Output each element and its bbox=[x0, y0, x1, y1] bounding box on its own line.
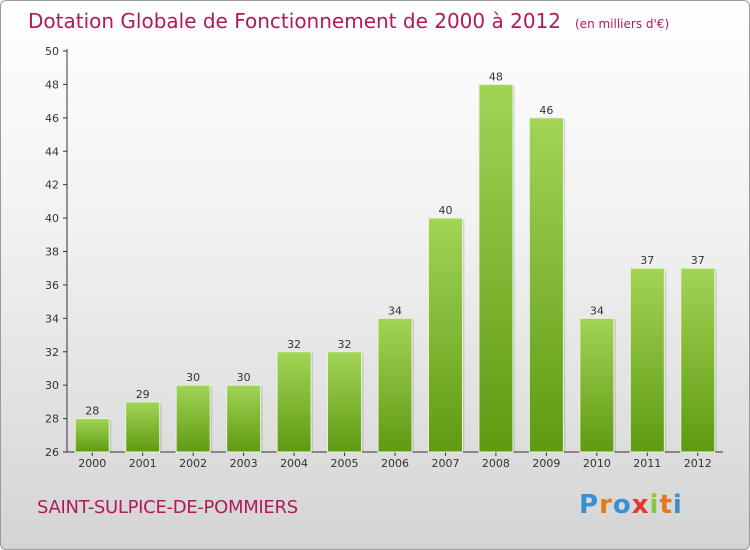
bar bbox=[327, 351, 363, 453]
axes: 26 28 30 32 34 36 38 40 42 44 46 48 50 2000 2001 2002 20… bbox=[45, 45, 723, 470]
data-label: 30 bbox=[237, 371, 251, 384]
data-label: 48 bbox=[489, 70, 503, 83]
bars bbox=[74, 83, 717, 453]
x-tick-label: 2010 bbox=[583, 457, 611, 470]
logo-letter: i bbox=[649, 490, 660, 520]
data-label: 34 bbox=[590, 304, 604, 317]
y-tick-label: 38 bbox=[45, 246, 59, 259]
y-tick-label: 28 bbox=[45, 413, 59, 426]
x-tick-label: 2002 bbox=[179, 457, 207, 470]
data-label: 32 bbox=[338, 338, 352, 351]
bar bbox=[528, 117, 564, 453]
bar bbox=[478, 83, 514, 453]
data-label: 40 bbox=[438, 204, 452, 217]
x-tick-label: 2005 bbox=[331, 457, 359, 470]
bar bbox=[125, 401, 161, 453]
x-tick-label: 2007 bbox=[431, 457, 459, 470]
y-tick-label: 26 bbox=[45, 446, 59, 459]
data-labels: 28 29 30 30 32 32 34 40 48 46 34 37 37 bbox=[85, 70, 705, 417]
x-tick-label: 2001 bbox=[129, 457, 157, 470]
y-tick-label: 34 bbox=[45, 312, 59, 325]
x-tick-label: 2009 bbox=[532, 457, 560, 470]
bar bbox=[377, 317, 413, 453]
commune-name: SAINT-SULPICE-DE-POMMIERS bbox=[37, 497, 298, 518]
y-tick-label: 50 bbox=[45, 45, 59, 58]
chart-title: Dotation Globale de Fonctionnement de 20… bbox=[28, 9, 669, 33]
x-tick-label: 2006 bbox=[381, 457, 409, 470]
bar bbox=[427, 217, 463, 453]
bar bbox=[74, 418, 110, 453]
data-label: 30 bbox=[186, 371, 200, 384]
y-tick-label: 40 bbox=[45, 212, 59, 225]
logo-letter: o bbox=[612, 490, 632, 520]
y-tick-label: 30 bbox=[45, 379, 59, 392]
proxiti-logo: Proxiti bbox=[579, 490, 683, 520]
y-tick-label: 44 bbox=[45, 145, 59, 158]
data-label: 32 bbox=[287, 338, 301, 351]
logo-letter: P bbox=[579, 490, 600, 520]
bar bbox=[226, 384, 262, 453]
bar bbox=[680, 267, 716, 453]
logo-letter: t bbox=[659, 490, 673, 520]
y-tick-label: 42 bbox=[45, 179, 59, 192]
x-tick-label: 2000 bbox=[78, 457, 106, 470]
data-label: 37 bbox=[691, 254, 705, 267]
logo-letter: i bbox=[672, 490, 683, 520]
x-tick-label: 2011 bbox=[633, 457, 661, 470]
x-tick-label: 2008 bbox=[482, 457, 510, 470]
x-tick-label: 2012 bbox=[684, 457, 712, 470]
data-label: 37 bbox=[640, 254, 654, 267]
bar bbox=[579, 317, 615, 453]
data-label: 28 bbox=[85, 405, 99, 418]
y-tick-label: 48 bbox=[45, 78, 59, 91]
bar bbox=[629, 267, 665, 453]
logo-letter: r bbox=[599, 490, 613, 520]
data-label: 29 bbox=[136, 388, 150, 401]
data-label: 46 bbox=[539, 104, 553, 117]
x-tick-label: 2003 bbox=[230, 457, 258, 470]
data-label: 34 bbox=[388, 304, 402, 317]
y-tick-label: 32 bbox=[45, 346, 59, 359]
chart-title-text: Dotation Globale de Fonctionnement de 20… bbox=[28, 9, 561, 33]
y-tick-label: 46 bbox=[45, 112, 59, 125]
x-tick-label: 2004 bbox=[280, 457, 308, 470]
logo-letter: x bbox=[631, 490, 650, 520]
chart-unit: (en milliers d'€) bbox=[575, 17, 670, 31]
bar bbox=[276, 351, 312, 453]
y-tick-label: 36 bbox=[45, 279, 59, 292]
bar bbox=[175, 384, 211, 453]
